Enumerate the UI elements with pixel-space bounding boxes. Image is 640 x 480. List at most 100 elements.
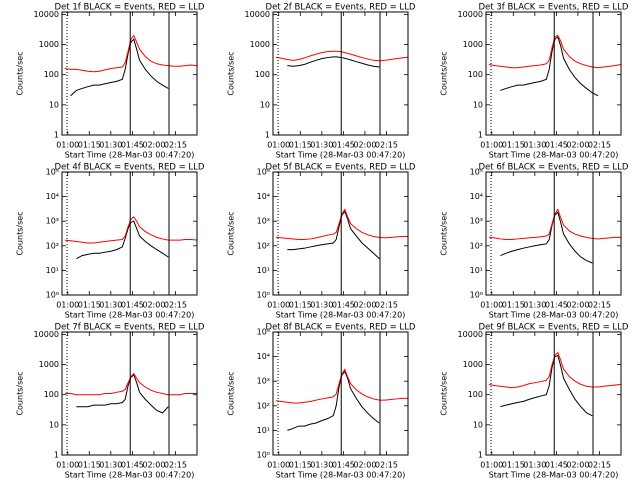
- x-axis-label: Start Time (28-Mar-03 00:47:20): [489, 471, 619, 480]
- x-tick-label: 01:15: [289, 141, 312, 150]
- x-tick-label: 02:00: [566, 141, 589, 150]
- y-tick-label: 10⁴: [257, 352, 270, 361]
- x-axis-label: Start Time (28-Mar-03 00:47:20): [489, 151, 619, 160]
- y-axis-label: Counts/sec: [440, 51, 449, 95]
- x-tick-label: 01:45: [121, 141, 144, 150]
- series-line: [500, 211, 593, 264]
- y-tick-label: 10²: [470, 241, 483, 250]
- y-tick-label: 10⁴: [46, 192, 59, 201]
- y-tick-label: 10⁵: [257, 168, 270, 177]
- y-tick-label: 1000: [39, 360, 59, 369]
- x-tick-label: 01:45: [545, 301, 568, 310]
- x-tick-label: 01:15: [289, 301, 312, 310]
- x-tick-label: 02:15: [588, 461, 611, 470]
- x-axis-label: Start Time (28-Mar-03 00:47:20): [65, 151, 195, 160]
- y-tick-label: 10²: [257, 241, 270, 250]
- x-tick-label: 01:00: [480, 141, 503, 150]
- y-tick-label: 10⁵: [470, 168, 483, 177]
- panel-title: Det 9f BLACK = Events, RED = LLD: [479, 323, 629, 333]
- series-line: [70, 38, 169, 97]
- panel: Det 6f BLACK = Events, RED = LLD Start Ti…: [440, 163, 629, 320]
- x-tick-label: 01:45: [332, 141, 355, 150]
- y-axis-label: Counts/sec: [440, 371, 449, 415]
- panel-title: Det 4f BLACK = Events, RED = LLD: [55, 163, 205, 173]
- series-line: [275, 208, 408, 241]
- series-line: [64, 372, 197, 396]
- x-tick-label: 01:00: [267, 461, 290, 470]
- y-tick-label: 1: [478, 131, 483, 140]
- y-tick-label: 10¹: [257, 266, 270, 275]
- panel: Det 7f BLACK = Events, RED = LLD Start Ti…: [16, 323, 205, 480]
- x-tick-label: 02:15: [588, 301, 611, 310]
- x-tick-label: 01:00: [56, 301, 79, 310]
- y-tick-label: 1: [265, 131, 270, 140]
- y-axis-label: Counts/sec: [16, 211, 25, 255]
- x-tick-label: 01:00: [56, 461, 79, 470]
- y-tick-label: 10000: [458, 10, 483, 19]
- x-tick-label: 01:15: [502, 141, 525, 150]
- x-tick-label: 02:00: [353, 461, 376, 470]
- y-tick-label: 1: [54, 131, 59, 140]
- x-axis-label: Start Time (28-Mar-03 00:47:20): [65, 311, 195, 320]
- x-tick-label: 01:45: [121, 301, 144, 310]
- y-tick-label: 100: [44, 390, 59, 399]
- y-tick-label: 10⁴: [257, 192, 270, 201]
- plot-frame: [272, 11, 409, 136]
- x-tick-label: 02:00: [142, 301, 165, 310]
- x-tick-label: 01:45: [121, 461, 144, 470]
- x-tick-label: 01:15: [289, 461, 312, 470]
- y-tick-label: 10¹: [470, 266, 483, 275]
- y-axis-label: Counts/sec: [227, 51, 236, 95]
- y-tick-label: 10⁴: [470, 192, 483, 201]
- y-tick-label: 10²: [46, 241, 59, 250]
- plot-frame: [61, 11, 198, 136]
- panel-title: Det 3f BLACK = Events, RED = LLD: [479, 3, 629, 13]
- panel: Det 9f BLACK = Events, RED = LLD Start Ti…: [440, 323, 629, 480]
- x-tick-label: 01:45: [545, 461, 568, 470]
- x-tick-label: 01:30: [99, 141, 122, 150]
- x-tick-label: 01:00: [480, 461, 503, 470]
- x-tick-label: 02:00: [353, 301, 376, 310]
- x-tick-label: 01:30: [310, 141, 333, 150]
- x-tick-label: 01:30: [523, 461, 546, 470]
- y-axis-label: Counts/sec: [227, 371, 236, 415]
- x-tick-label: 02:15: [164, 141, 187, 150]
- panel-title: Det 1f BLACK = Events, RED = LLD: [55, 3, 205, 13]
- y-tick-label: 10000: [34, 10, 59, 19]
- panel: Det 3f BLACK = Events, RED = LLD Start Ti…: [440, 3, 629, 160]
- x-tick-label: 01:30: [523, 141, 546, 150]
- y-tick-label: 10²: [257, 401, 270, 410]
- y-tick-label: 1000: [463, 40, 483, 49]
- x-tick-label: 01:15: [78, 141, 101, 150]
- y-tick-label: 1000: [463, 360, 483, 369]
- x-tick-label: 01:30: [310, 301, 333, 310]
- plot-frame: [61, 331, 198, 456]
- series-line: [488, 208, 621, 241]
- y-tick-label: 10: [260, 100, 270, 109]
- y-tick-label: 1: [478, 451, 483, 460]
- x-tick-label: 01:45: [332, 461, 355, 470]
- y-tick-label: 10⁵: [257, 328, 270, 337]
- series-line: [76, 220, 169, 260]
- x-tick-label: 02:00: [142, 141, 165, 150]
- x-tick-label: 01:30: [99, 301, 122, 310]
- y-tick-label: 10⁰: [470, 291, 483, 300]
- x-tick-label: 02:15: [375, 301, 398, 310]
- y-tick-label: 100: [468, 70, 483, 79]
- x-tick-label: 01:15: [502, 301, 525, 310]
- x-tick-label: 01:30: [99, 461, 122, 470]
- x-tick-label: 02:15: [164, 461, 187, 470]
- series-line: [287, 56, 380, 68]
- x-tick-label: 01:15: [502, 461, 525, 470]
- x-axis-label: Start Time (28-Mar-03 00:47:20): [489, 311, 619, 320]
- y-tick-label: 10⁵: [46, 168, 59, 177]
- x-tick-label: 02:00: [353, 141, 376, 150]
- panel-title: Det 2f BLACK = Events, RED = LLD: [266, 3, 416, 13]
- x-tick-label: 01:00: [267, 301, 290, 310]
- x-axis-label: Start Time (28-Mar-03 00:47:20): [276, 151, 406, 160]
- x-tick-label: 02:00: [566, 301, 589, 310]
- plot-frame: [272, 171, 409, 296]
- x-tick-label: 01:00: [56, 141, 79, 150]
- y-tick-label: 10: [49, 100, 59, 109]
- panel: Det 8f BLACK = Events, RED = LLD Start Ti…: [227, 323, 416, 480]
